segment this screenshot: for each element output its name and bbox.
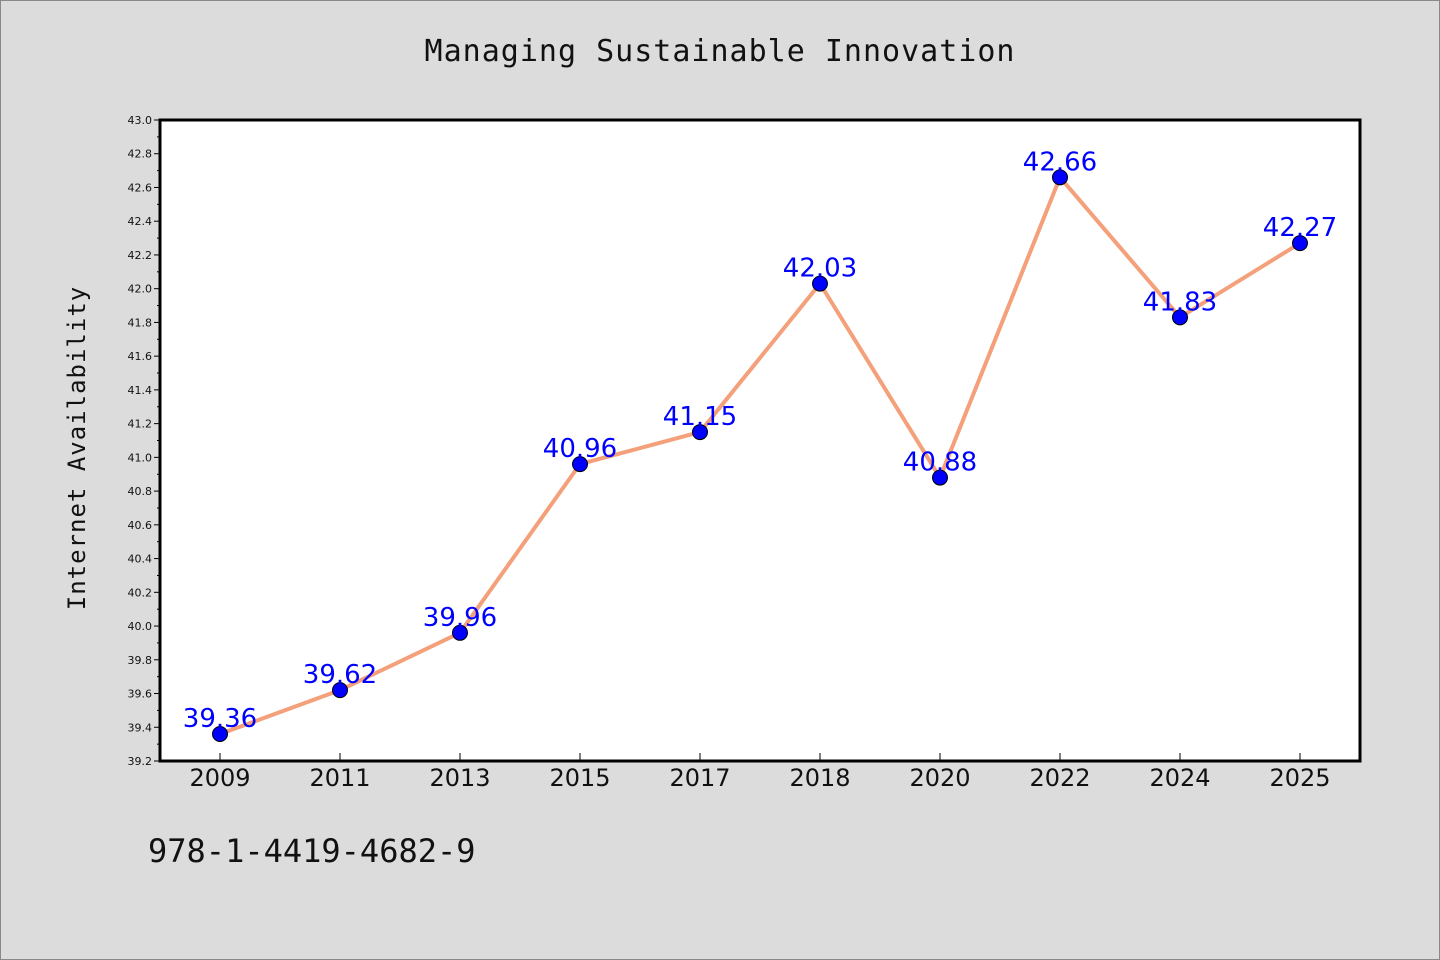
y-tick-label: 41.4: [128, 384, 153, 397]
data-point: [1052, 169, 1068, 186]
data-label: 39.62: [303, 660, 377, 690]
y-tick-label: 41.2: [128, 418, 153, 431]
x-tick-label: 2020: [909, 764, 970, 792]
isbn-text: 978-1-4419-4682-9: [148, 832, 476, 870]
data-label: 41.15: [663, 402, 737, 432]
x-tick-label: 2009: [189, 764, 250, 792]
y-tick-label: 39.8: [128, 654, 153, 667]
data-point: [692, 424, 708, 441]
y-tick-label: 42.4: [128, 215, 153, 228]
data-point: [572, 456, 588, 473]
data-point: [452, 624, 468, 641]
y-tick-label: 40.8: [128, 485, 153, 498]
data-label: 42.27: [1263, 213, 1337, 243]
data-point: [1292, 235, 1308, 252]
y-tick-label: 40.2: [128, 586, 153, 599]
x-tick-label: 2018: [789, 764, 850, 792]
data-point: [1172, 309, 1188, 326]
y-tick-label: 41.0: [128, 451, 153, 464]
y-tick-label: 41.6: [128, 350, 153, 363]
x-tick-label: 2015: [549, 764, 610, 792]
y-tick-label: 43.0: [128, 114, 153, 127]
chart-title: Managing Sustainable Innovation: [424, 34, 1016, 69]
x-tick-label: 2024: [1149, 764, 1210, 792]
x-tick-label: 2022: [1029, 764, 1090, 792]
y-tick-label: 42.6: [128, 181, 153, 194]
data-labels: 39.36 39.62 39.96 40.96 41.15 42.03 40.88 42.66…: [183, 147, 1337, 734]
y-tick-label: 40.0: [128, 620, 153, 633]
x-tick-label: 2011: [309, 764, 370, 792]
x-tick-label: 2017: [669, 764, 730, 792]
data-point: [212, 726, 228, 743]
y-tick-label: 42.8: [128, 148, 153, 161]
plot-area: [158, 118, 1362, 763]
x-axis: 2009 2011 2013 2015 2017 2018 2020 2022 2024 2025: [189, 753, 1331, 792]
data-point: [332, 682, 348, 699]
data-point: [812, 275, 828, 292]
y-tick-label: 39.4: [128, 721, 153, 734]
y-tick-label: 41.8: [128, 316, 153, 329]
y-tick-label: 40.4: [128, 553, 153, 566]
series-line: [219, 175, 1302, 736]
data-label: 41.83: [1143, 287, 1217, 317]
data-point: [932, 469, 948, 486]
data-label: 40.96: [543, 434, 617, 464]
y-axis-label: Internet Availability: [63, 286, 91, 610]
y-tick-label: 40.6: [128, 519, 153, 532]
series-markers: [212, 169, 1308, 743]
data-label: 39.36: [183, 704, 257, 734]
y-tick-label: 39.6: [128, 688, 153, 701]
y-tick-label: 42.2: [128, 249, 153, 262]
data-label: 40.88: [903, 448, 977, 478]
y-tick-label: 39.2: [128, 755, 153, 768]
data-label: 39.96: [423, 603, 497, 633]
data-label: 42.66: [1023, 147, 1097, 177]
x-tick-label: 2013: [429, 764, 490, 792]
y-axis: 39.2 39.4 39.6 39.8 40.0 40.2 40.4 40.6 40.8 41.0…: [128, 114, 160, 768]
data-label: 42.03: [783, 254, 857, 284]
y-tick-label: 42.0: [128, 283, 153, 296]
x-tick-label: 2025: [1269, 764, 1330, 792]
